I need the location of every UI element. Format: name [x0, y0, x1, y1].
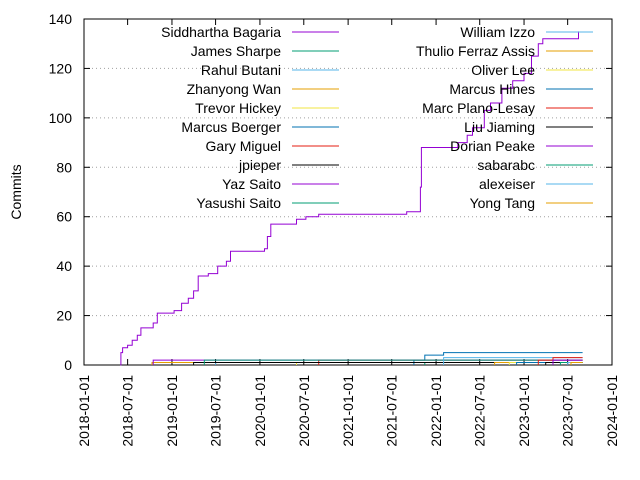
legend-entry: alexeiser	[479, 176, 593, 192]
axes: 0 20 40 60 80 100 120 140 2018-01-01 2018-07-01 20…	[49, 11, 620, 447]
legend-label: James Sharpe	[191, 43, 281, 59]
x-tick-label: 2018-07-01	[120, 375, 136, 447]
x-tick-label: 2022-01-01	[428, 375, 444, 447]
y-tick-label: 140	[49, 11, 73, 27]
legend-entry: Oliver Lee	[471, 62, 593, 78]
legend-label: Liu Jiaming	[464, 119, 535, 135]
legend-label: jpieper	[238, 157, 281, 173]
legend-entry: Trevor Hickey	[195, 100, 339, 116]
series-line-11	[443, 357, 583, 365]
x-tick-label: 2022-07-01	[472, 375, 488, 447]
series-lines	[120, 31, 583, 366]
y-tick-label: 80	[56, 159, 72, 175]
x-tick-label: 2018-01-01	[76, 375, 92, 447]
series-line-6	[413, 352, 583, 365]
legend-label: Marc Plano-Lesay	[422, 100, 535, 116]
y-tick-label: 100	[49, 110, 73, 126]
legend-label: Oliver Lee	[471, 62, 535, 78]
legend-entry: jpieper	[238, 157, 339, 173]
x-tick-label: 2023-07-01	[560, 375, 576, 447]
y-tick-label: 120	[49, 60, 73, 76]
legend-label: Zhanyong Wan	[187, 81, 281, 97]
x-tick-label: 2023-01-01	[516, 375, 532, 447]
legend-entry: Rahul Butani	[201, 62, 339, 78]
legend: Siddhartha Bagaria James Sharpe Rahul Buta…	[161, 24, 593, 211]
y-tick-label: 20	[56, 308, 72, 324]
series-line-17	[552, 359, 583, 365]
series-line-10	[203, 359, 583, 365]
x-tick-label: 2020-07-01	[296, 375, 312, 447]
legend-label: Marcus Hines	[449, 81, 535, 97]
x-tick-label: 2021-01-01	[340, 375, 356, 447]
y-tick-label: 40	[56, 258, 72, 274]
x-tick-label: 2020-01-01	[252, 375, 268, 447]
legend-entry: Marcus Hines	[449, 81, 593, 97]
x-tick-label: 2019-01-01	[164, 375, 180, 447]
legend-entry: Zhanyong Wan	[187, 81, 339, 97]
plot-frame	[83, 18, 613, 366]
legend-label: Yasushi Saito	[196, 195, 281, 211]
legend-entry: James Sharpe	[191, 43, 339, 59]
legend-entry: Gary Miguel	[206, 138, 339, 154]
legend-label: Marcus Boerger	[181, 119, 281, 135]
legend-label: Yong Tang	[470, 195, 535, 211]
legend-label: sabarabc	[477, 157, 535, 173]
legend-entry: William Izzo	[460, 24, 593, 40]
legend-entry: Liu Jiaming	[464, 119, 593, 135]
x-tick-label: 2019-07-01	[208, 375, 224, 447]
legend-entry: Thulio Ferraz Assis	[416, 43, 593, 59]
legend-label: Siddhartha Bagaria	[161, 24, 281, 40]
legend-entry: Yasushi Saito	[196, 195, 339, 211]
legend-entry: Marcus Boerger	[181, 119, 339, 135]
x-tick-label: 2024-01-01	[604, 375, 620, 447]
grid	[84, 67, 612, 317]
legend-entry: Dorian Peake	[450, 138, 593, 154]
legend-label: Yaz Saito	[222, 176, 281, 192]
legend-label: William Izzo	[460, 24, 535, 40]
legend-label: Gary Miguel	[206, 138, 281, 154]
legend-label: Dorian Peake	[450, 138, 535, 154]
legend-entry: Siddhartha Bagaria	[161, 24, 339, 40]
series-line-1	[120, 31, 579, 366]
series-line-20	[570, 362, 583, 365]
legend-entry: Marc Plano-Lesay	[422, 100, 593, 116]
legend-entry: Yong Tang	[470, 195, 593, 211]
x-tick-label: 2021-07-01	[384, 375, 400, 447]
legend-entry: Yaz Saito	[222, 176, 339, 192]
y-tick-label: 0	[64, 357, 72, 373]
series-line-8	[193, 362, 583, 365]
legend-label: Rahul Butani	[201, 62, 281, 78]
legend-label: alexeiser	[479, 176, 535, 192]
legend-entry: sabarabc	[477, 157, 593, 173]
y-axis-label: Commits	[8, 164, 24, 219]
legend-label: Trevor Hickey	[195, 100, 281, 116]
legend-label: Thulio Ferraz Assis	[416, 43, 535, 59]
y-tick-label: 60	[56, 209, 72, 225]
